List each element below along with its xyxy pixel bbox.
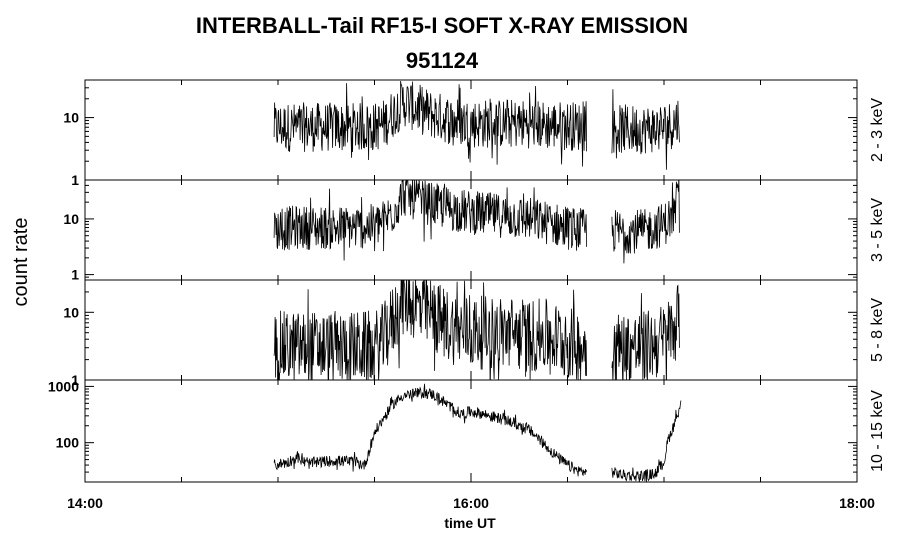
chart-title: INTERBALL-Tail RF15-I SOFT X-RAY EMISSIO… [196, 13, 688, 38]
series-trace [273, 383, 587, 477]
x-tick-label: 18:00 [839, 495, 875, 511]
y-tick-label: 1 [71, 372, 79, 388]
series-trace [273, 180, 587, 261]
x-tick-label: 16:00 [453, 495, 489, 511]
series-trace [611, 284, 680, 380]
panel-1: 1 10 3 - 5 keV [63, 179, 886, 283]
series-trace [611, 400, 682, 482]
series-trace [273, 80, 587, 167]
y-tick-label: 1 [71, 267, 79, 283]
panel-band-label: 3 - 5 keV [869, 198, 886, 262]
panel-frame [84, 379, 858, 483]
panel-frame [84, 79, 858, 181]
panel-band-label: 2 - 3 keV [869, 98, 886, 162]
panel-band-label: 5 - 8 keV [869, 298, 886, 362]
y-tick-label: 100 [56, 435, 80, 451]
series-trace [611, 89, 680, 170]
y-tick-label: 10 [63, 211, 79, 227]
y-tick-label: 1000 [48, 378, 79, 394]
series-trace [611, 180, 680, 264]
panel-band-label: 10 - 15 keV [869, 390, 886, 472]
chart-subtitle: 951124 [406, 48, 479, 73]
panel-3: 100 1000 10 - 15 keV [48, 378, 886, 483]
panel-0: 1 10 2 - 3 keV [63, 79, 886, 188]
x-tick-label: 14:00 [67, 495, 103, 511]
panel-2: 1 10 5 - 8 keV [63, 279, 886, 388]
panel-frame [84, 279, 858, 381]
y-tick-label: 1 [71, 172, 79, 188]
x-axis-label: time UT [444, 515, 496, 531]
series-trace [273, 280, 587, 380]
y-axis-label: count rate [10, 218, 32, 307]
y-tick-label: 10 [63, 110, 79, 126]
y-tick-label: 10 [63, 304, 79, 320]
